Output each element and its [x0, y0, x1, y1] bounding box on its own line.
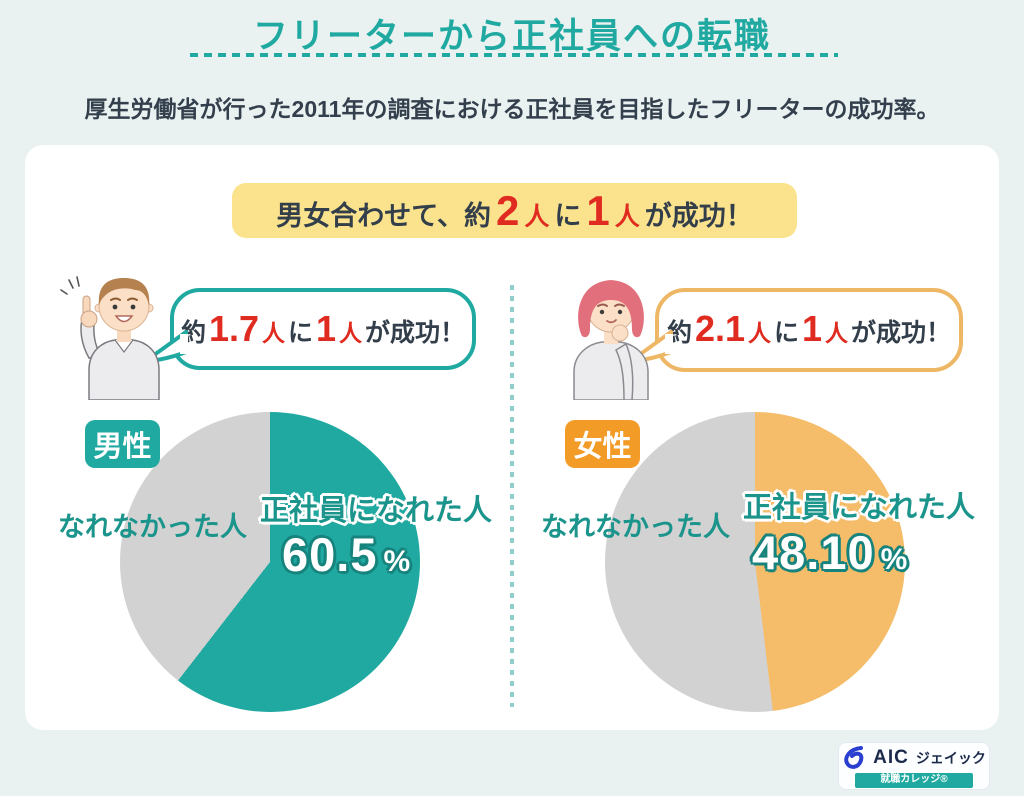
- jaic-logo-text: AIC: [873, 747, 909, 768]
- banner-text: に: [554, 201, 582, 231]
- bubble-number: 2.1: [694, 308, 745, 349]
- male-badge: 男性: [85, 420, 160, 468]
- female-fail-label: なれなかった人: [541, 512, 730, 542]
- bubble-number: 1: [802, 308, 823, 349]
- male-fail-label: なれなかった人: [58, 512, 247, 542]
- page-subtitle: 厚生労働省が行った2011年の調査における正社員を目指したフリーターの成功率。: [84, 96, 940, 122]
- bubble-text: に: [288, 319, 314, 347]
- female-pie-value-unit: %: [880, 543, 908, 576]
- vertical-dotted-divider: [510, 285, 514, 707]
- page-title: フリーターから正社員への転職: [252, 17, 771, 56]
- male-pie-value: 60.5%: [282, 527, 410, 582]
- male-speech-bubble: 約 1.7 人 に 1 人 が成功！: [142, 288, 476, 370]
- jaic-logo-sub-text: 就職カレッジ®: [880, 774, 948, 785]
- jaic-logo: AIC ジェイック 就職カレッジ®: [838, 742, 990, 790]
- jaic-swoosh-icon: [844, 745, 864, 769]
- bubble-unit: 人: [748, 320, 771, 346]
- female-success-label: 正社員になれた人: [743, 492, 976, 524]
- banner-number: 1: [586, 187, 610, 234]
- bubble-text: が成功！: [851, 319, 952, 347]
- male-success-label: 正社員になれた人: [260, 495, 493, 527]
- bubble-text: に: [774, 319, 800, 347]
- title-underline: [190, 53, 838, 57]
- summary-banner: 男女合わせて、約 2 人 に 1 人 が成功！: [232, 183, 797, 238]
- jaic-logo-kana: ジェイック: [915, 749, 986, 766]
- female-pie-chart: [605, 412, 905, 712]
- female-pie-value-number: 48.10: [752, 526, 875, 579]
- jaic-logo-banner: 就職カレッジ®: [855, 772, 973, 788]
- bubble-unit: 人: [339, 320, 363, 346]
- banner-text: が成功！: [644, 201, 753, 231]
- bubble-unit: 人: [825, 320, 849, 346]
- bubble-number: 1.7: [208, 308, 259, 349]
- female-pie-value: 48.10%: [752, 525, 907, 580]
- female-badge: 女性: [565, 420, 640, 468]
- banner-unit: 人: [524, 203, 550, 231]
- female-speech-bubble: 約 2.1 人 に 1 人 が成功！: [627, 288, 963, 372]
- banner-text: 男女合わせて、約: [276, 201, 491, 231]
- bubble-text: が成功！: [365, 319, 466, 347]
- jaic-logo-row: AIC ジェイック: [842, 745, 986, 771]
- man-illustration: [60, 276, 160, 400]
- woman-illustration: [573, 280, 649, 400]
- male-pie-value-unit: %: [383, 545, 411, 578]
- bubble-number: 1: [316, 308, 337, 349]
- bubble-unit: 人: [262, 320, 285, 346]
- male-pie-value-number: 60.5: [282, 528, 378, 581]
- banner-unit: 人: [614, 203, 640, 231]
- banner-number: 2: [495, 187, 520, 234]
- male-pie-chart: [120, 412, 420, 712]
